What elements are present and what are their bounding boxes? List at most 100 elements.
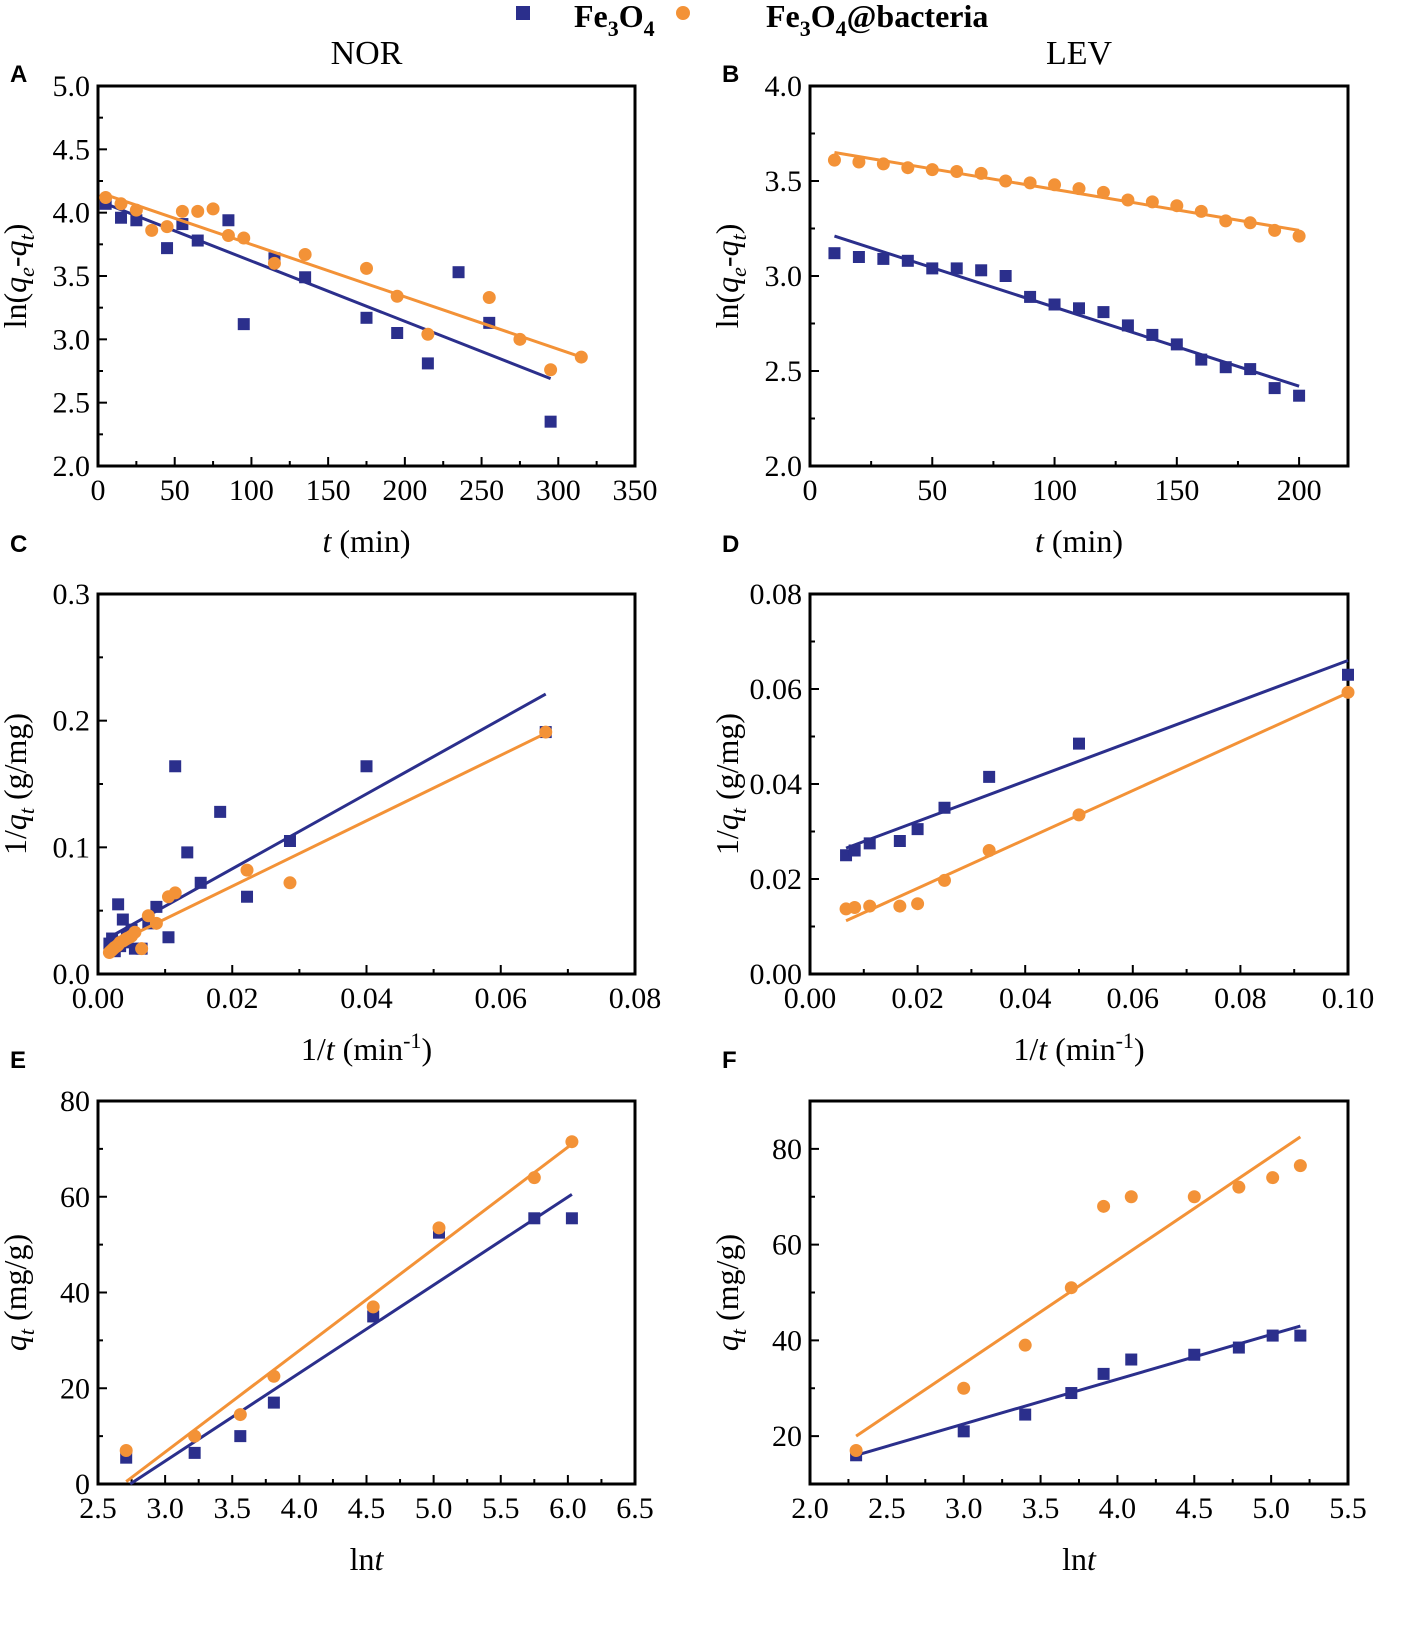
data-point xyxy=(1097,306,1110,319)
data-point xyxy=(169,760,182,773)
fit-line xyxy=(855,1324,1301,1457)
legend-label-bacteria: Fe3O4@bacteria xyxy=(766,0,988,41)
data-point xyxy=(1266,1329,1279,1342)
data-point xyxy=(1195,353,1208,366)
panel-title-B: LEV xyxy=(1046,35,1113,72)
data-point xyxy=(911,823,924,836)
data-point xyxy=(390,289,404,303)
series-bacteria xyxy=(99,190,588,377)
y-tick-label: 5.0 xyxy=(53,70,91,103)
data-point xyxy=(1097,1367,1110,1380)
series-fe3o4 xyxy=(840,659,1354,862)
data-point xyxy=(1266,1171,1280,1185)
data-point xyxy=(1072,808,1086,822)
data-point xyxy=(161,242,174,255)
data-point xyxy=(283,876,297,890)
series-bacteria xyxy=(827,151,1306,243)
y-axis-label: qt (mg/g) xyxy=(709,1234,751,1351)
data-point xyxy=(267,256,281,270)
x-tick-label: 200 xyxy=(1277,474,1322,507)
panel-F: F 2.0 2.5 3.0 3.5 4.0 4.5 5.0 5.5 20 40 60 80 lnt qt (… xyxy=(709,1047,1367,1577)
data-point xyxy=(188,1446,201,1459)
data-point xyxy=(367,1310,380,1323)
data-point xyxy=(112,898,125,911)
x-tick-label: 0.06 xyxy=(1107,982,1160,1015)
data-point xyxy=(1342,668,1354,681)
y-tick-label: 3.0 xyxy=(765,260,803,293)
data-point xyxy=(452,266,465,279)
plot-frame xyxy=(96,84,637,468)
x-tick-label: 3.0 xyxy=(945,1492,983,1525)
x-tick-label: 0.08 xyxy=(1214,982,1267,1015)
y-tick-label: 0.04 xyxy=(750,768,803,801)
data-point xyxy=(1124,1190,1138,1204)
x-tick-label: 4.0 xyxy=(1099,1492,1137,1525)
data-point xyxy=(863,837,876,850)
data-point xyxy=(849,1443,863,1457)
x-tick-label: 0.06 xyxy=(475,982,528,1015)
fit-line xyxy=(108,731,547,948)
data-point xyxy=(1268,382,1281,395)
x-tick-label: 150 xyxy=(1154,474,1199,507)
data-point xyxy=(877,252,890,265)
x-tick-label: 300 xyxy=(536,474,581,507)
y-tick-label: 80 xyxy=(60,1085,90,1118)
y-tick-label: 0.1 xyxy=(53,831,91,864)
data-point xyxy=(1065,1387,1078,1400)
data-point xyxy=(267,1396,280,1409)
data-point xyxy=(863,899,877,913)
panel-letter-B: B xyxy=(722,61,739,88)
data-point xyxy=(938,801,951,814)
data-point xyxy=(1219,214,1233,228)
legend: Fe3O4 Fe3O4@bacteria xyxy=(516,0,988,41)
x-tick-label: 350 xyxy=(613,474,658,507)
x-tick-label: 50 xyxy=(917,474,947,507)
y-tick-label: 0.00 xyxy=(750,958,803,991)
panel-E: E 2.5 3.0 3.5 4.0 4.5 5.0 5.5 6.0 6.5 0 20 40 60 80 lnt… xyxy=(0,1047,654,1577)
x-tick-label: 0.10 xyxy=(1322,982,1375,1015)
y-tick-label: 4.0 xyxy=(765,70,803,103)
data-point xyxy=(828,247,841,260)
data-point xyxy=(391,327,404,339)
data-point xyxy=(1268,223,1282,237)
data-point xyxy=(1096,185,1110,199)
fit-line xyxy=(845,659,1349,850)
panel-letter-A: A xyxy=(10,61,27,88)
y-axis-label: 1/qt (g/mg) xyxy=(709,713,751,855)
data-point xyxy=(233,1408,247,1422)
y-tick-label: 3.0 xyxy=(53,323,91,356)
x-tick-label: 0 xyxy=(91,474,106,507)
fit-line xyxy=(102,201,552,380)
fit-line xyxy=(102,192,582,359)
y-tick-label: 20 xyxy=(60,1372,90,1405)
panel-letter-F: F xyxy=(722,1047,737,1074)
x-tick-label: 2.5 xyxy=(868,1492,906,1525)
data-point xyxy=(957,1425,970,1438)
data-point xyxy=(950,262,963,275)
data-point xyxy=(115,211,128,224)
x-axis-label: t (min) xyxy=(1035,523,1123,559)
x-tick-label: 3.5 xyxy=(1022,1492,1060,1525)
data-point xyxy=(574,350,588,364)
data-point xyxy=(168,886,182,900)
fit-line xyxy=(129,1193,573,1486)
x-axis-label: 1/t (min-1) xyxy=(301,1028,432,1067)
series-bacteria xyxy=(849,1135,1307,1457)
plot-frame xyxy=(96,592,637,976)
y-axis-label: 1/qt (g/mg) xyxy=(0,713,39,855)
data-point xyxy=(1019,1408,1032,1421)
legend-label-fe3o4: Fe3O4 xyxy=(574,0,655,41)
plot-frame xyxy=(808,592,1350,976)
data-point xyxy=(975,264,988,277)
x-tick-label: 0.08 xyxy=(609,982,662,1015)
y-tick-label: 60 xyxy=(772,1229,802,1262)
data-point xyxy=(876,157,890,171)
x-tick-label: 3.5 xyxy=(214,1492,252,1525)
data-point xyxy=(1048,178,1062,192)
data-point xyxy=(1170,338,1183,351)
data-point xyxy=(950,165,964,178)
legend-marker-fe3o4 xyxy=(516,6,530,20)
x-tick-label: 0 xyxy=(803,474,818,507)
